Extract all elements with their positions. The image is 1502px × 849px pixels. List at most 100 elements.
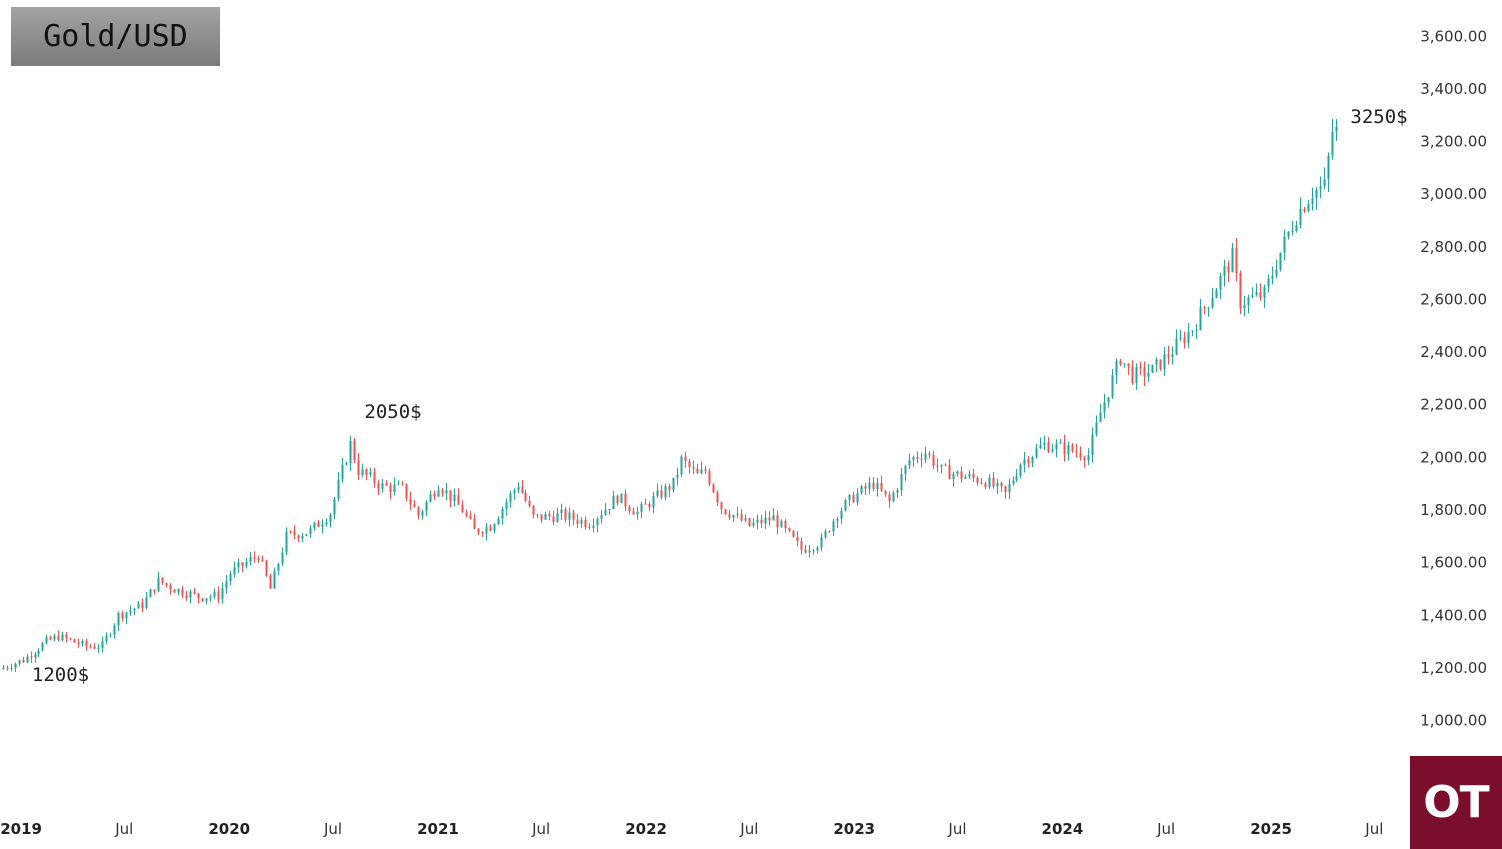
candle — [896, 487, 899, 498]
candle — [892, 490, 895, 503]
candle-body — [1031, 456, 1034, 464]
candle — [640, 501, 643, 519]
candle — [564, 507, 567, 523]
candle — [521, 480, 524, 494]
candle — [1215, 287, 1218, 299]
candle-body — [644, 503, 647, 505]
candle — [53, 633, 56, 642]
candle-body — [536, 514, 539, 516]
candle — [93, 643, 96, 650]
x-tick-label: 2024 — [1042, 820, 1084, 838]
candle-body — [928, 453, 931, 456]
candle — [341, 458, 344, 483]
candle-body — [780, 521, 783, 528]
candle — [145, 591, 148, 610]
candle — [964, 474, 967, 479]
candle — [1079, 446, 1082, 461]
candle — [944, 463, 947, 467]
y-tick-label: 2,400.00 — [1420, 343, 1487, 361]
candle-body — [65, 634, 68, 639]
candle — [277, 562, 280, 576]
candle — [600, 509, 603, 524]
candle — [1239, 270, 1242, 314]
candle-body — [381, 483, 384, 489]
candle — [237, 558, 240, 573]
candle — [441, 487, 444, 497]
candle — [816, 545, 819, 554]
candle — [920, 452, 923, 468]
candle-body — [912, 457, 915, 460]
candle — [6, 665, 9, 671]
candle — [1311, 187, 1314, 211]
candle — [177, 588, 180, 596]
candle — [233, 561, 236, 578]
candle-body — [608, 508, 611, 510]
candle — [413, 500, 416, 508]
candle-body — [1307, 203, 1310, 212]
candle-body — [676, 474, 679, 478]
candle — [1243, 295, 1246, 317]
y-tick-label: 3,600.00 — [1420, 27, 1487, 45]
candle — [157, 572, 160, 593]
candle-body — [1163, 354, 1166, 370]
candle-body — [77, 642, 80, 645]
candle-body — [756, 519, 759, 523]
candle — [153, 589, 156, 595]
candle-body — [1063, 442, 1066, 455]
candle — [361, 463, 364, 478]
candle-body — [501, 508, 504, 519]
candle-body — [524, 492, 527, 501]
y-tick-label: 1,000.00 — [1420, 712, 1487, 730]
candle-body — [936, 465, 939, 467]
candle — [81, 639, 84, 647]
candle-body — [333, 498, 336, 515]
candle — [952, 471, 955, 487]
candle-body — [285, 531, 288, 553]
candle-body — [840, 510, 843, 519]
candle-body — [1139, 367, 1142, 369]
candle — [828, 530, 831, 533]
candle — [409, 491, 412, 511]
candle-body — [924, 453, 927, 460]
candle — [1000, 481, 1003, 492]
candle-body — [337, 479, 340, 499]
candle-body — [117, 612, 120, 626]
candle-body — [688, 461, 691, 468]
candle-body — [696, 468, 699, 474]
candle — [117, 611, 120, 632]
candle-body — [1243, 305, 1246, 309]
candle-body — [1127, 363, 1130, 367]
candle-body — [265, 560, 268, 576]
candle-body — [700, 469, 703, 474]
candle-body — [85, 640, 88, 647]
candle — [209, 594, 212, 602]
candle — [724, 508, 727, 516]
candle-body — [1171, 354, 1174, 358]
candle — [1012, 476, 1015, 486]
candle-body — [904, 465, 907, 475]
candle — [556, 507, 559, 523]
candle-body — [121, 612, 124, 619]
candle — [257, 555, 260, 563]
candle — [369, 467, 372, 478]
candle — [213, 588, 216, 600]
candle — [792, 530, 795, 538]
candle-body — [816, 547, 819, 551]
candle-body — [664, 486, 667, 498]
candle — [89, 644, 92, 649]
candle — [968, 470, 971, 479]
candle-body — [808, 550, 811, 553]
candle-body — [41, 643, 44, 651]
candle — [1227, 260, 1230, 283]
candle-body — [880, 482, 883, 491]
candle-body — [944, 464, 947, 466]
candle — [1155, 357, 1158, 373]
candle-body — [556, 513, 559, 522]
candle-body — [1000, 482, 1003, 487]
candle-body — [497, 518, 500, 525]
candle-body — [81, 640, 84, 645]
candle-body — [245, 562, 248, 566]
candle-body — [433, 494, 436, 497]
candle-body — [604, 509, 607, 516]
candle — [560, 503, 563, 520]
